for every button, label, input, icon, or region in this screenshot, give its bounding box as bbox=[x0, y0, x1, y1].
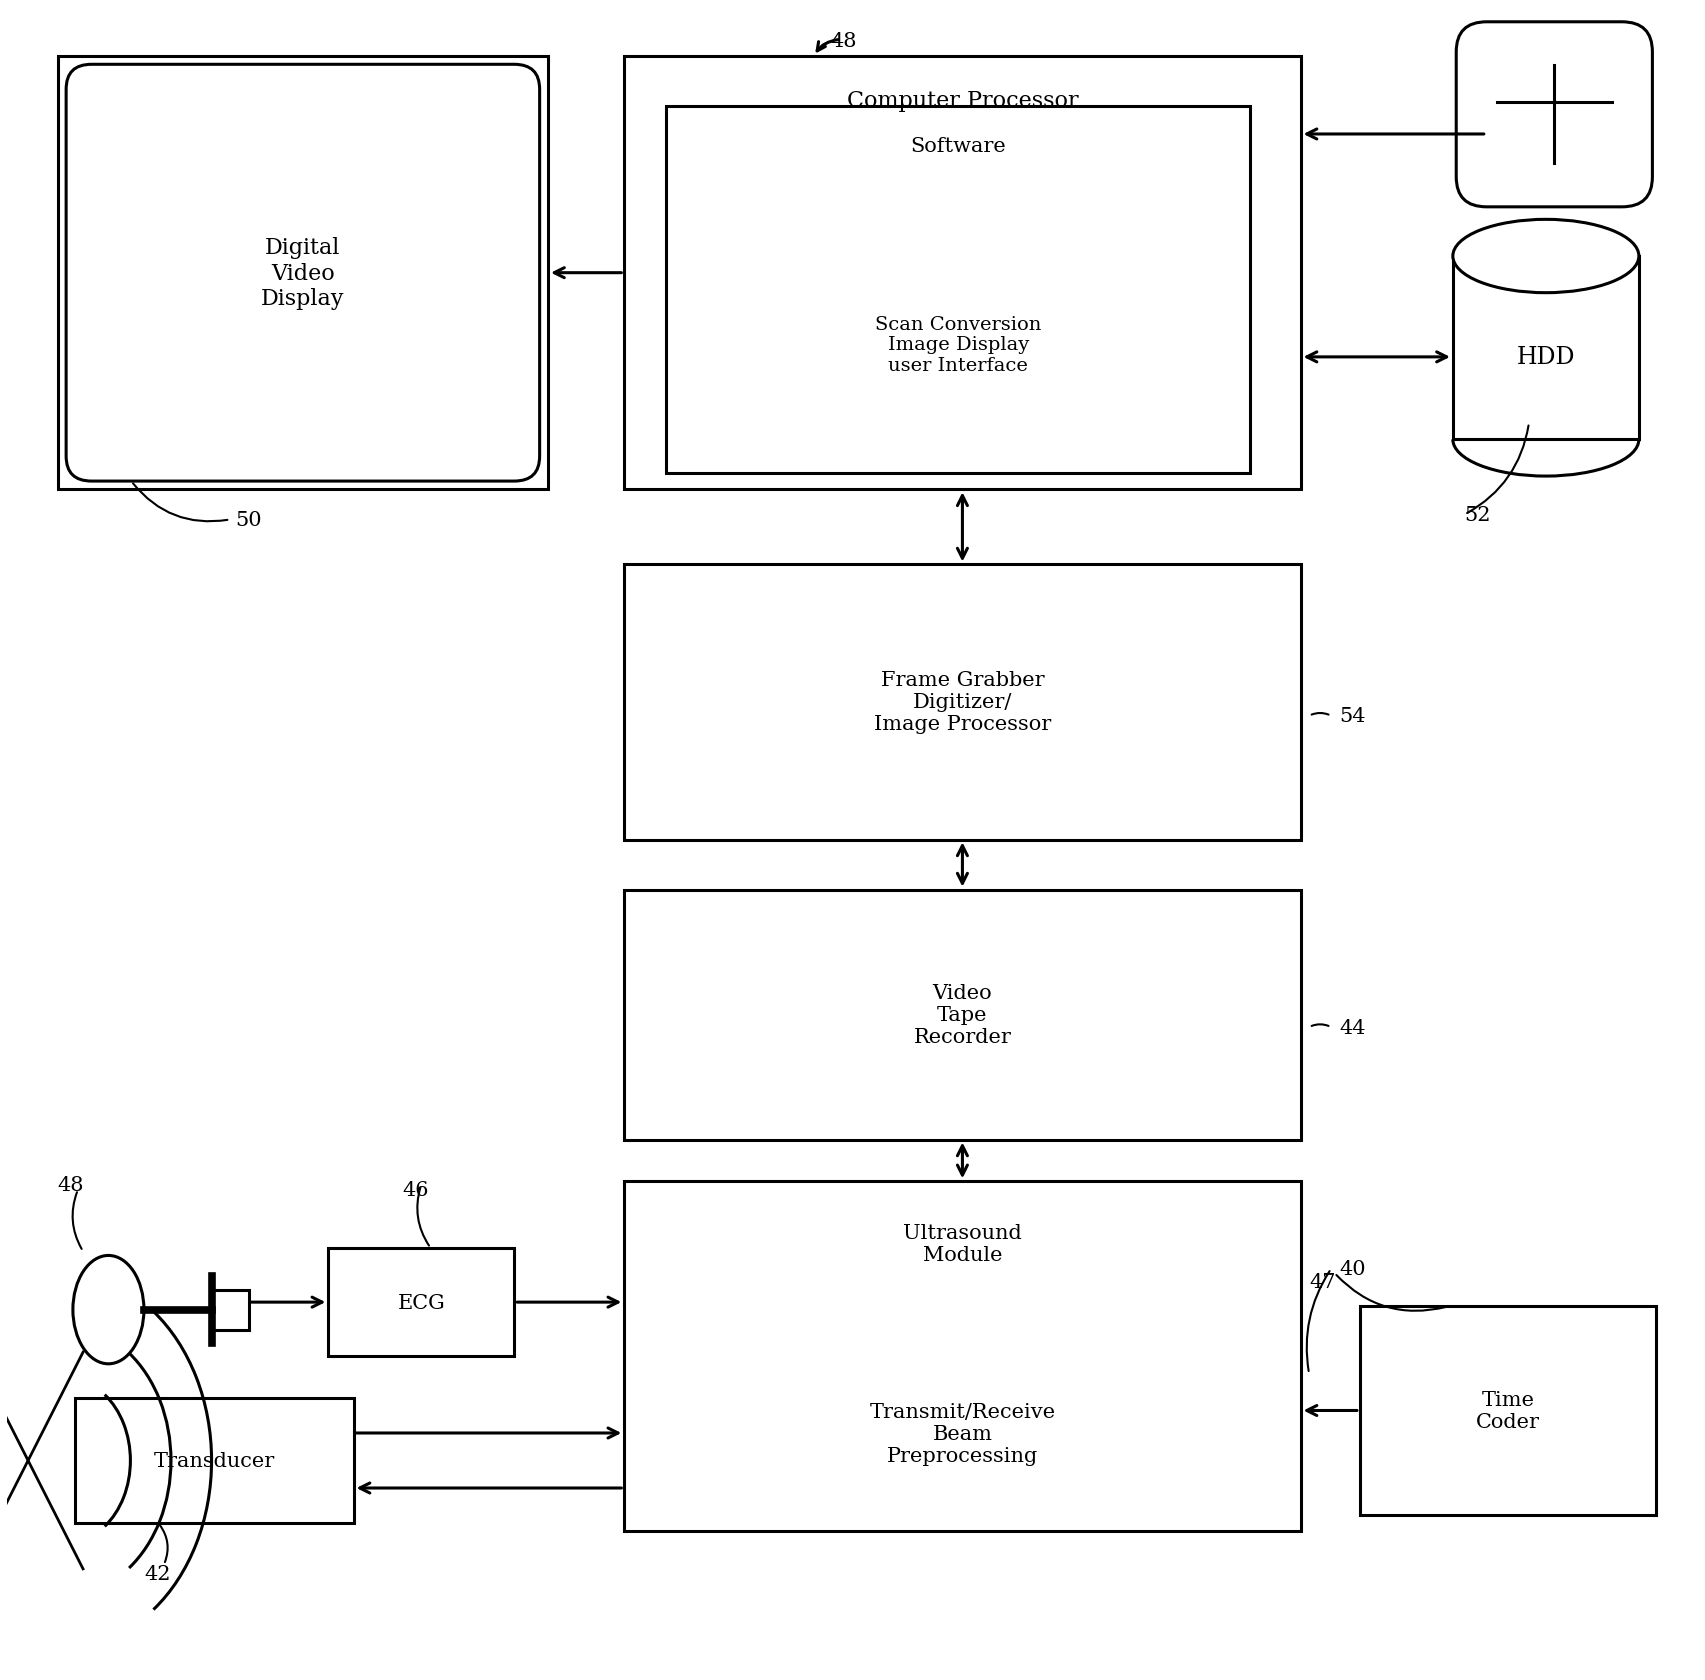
Text: 40: 40 bbox=[1340, 1260, 1366, 1278]
Text: Scan Conversion
Image Display
user Interface: Scan Conversion Image Display user Inter… bbox=[875, 316, 1042, 375]
Bar bbox=[624, 57, 1301, 491]
Bar bbox=[1453, 257, 1639, 440]
Text: Transducer: Transducer bbox=[153, 1452, 275, 1470]
Bar bbox=[75, 1398, 353, 1524]
Bar bbox=[211, 1290, 249, 1331]
Text: 47: 47 bbox=[1309, 1272, 1335, 1290]
FancyBboxPatch shape bbox=[66, 66, 540, 482]
Text: 52: 52 bbox=[1465, 506, 1492, 524]
Text: Video
Tape
Recorder: Video Tape Recorder bbox=[914, 983, 1011, 1047]
Text: Time
Coder: Time Coder bbox=[1477, 1389, 1540, 1431]
Text: 48: 48 bbox=[830, 32, 858, 50]
FancyBboxPatch shape bbox=[1456, 24, 1652, 208]
Bar bbox=[1361, 1307, 1656, 1515]
Text: 42: 42 bbox=[145, 1564, 170, 1583]
Text: Ultrasound
Module: Ultrasound Module bbox=[904, 1223, 1021, 1263]
Text: ECG: ECG bbox=[397, 1294, 445, 1312]
Bar bbox=[58, 57, 547, 491]
Ellipse shape bbox=[1453, 220, 1639, 294]
Text: Software: Software bbox=[910, 136, 1006, 156]
Bar bbox=[624, 1181, 1301, 1532]
Text: 44: 44 bbox=[1340, 1018, 1366, 1037]
Bar bbox=[329, 1248, 515, 1356]
Bar bbox=[667, 108, 1250, 474]
Text: 48: 48 bbox=[58, 1176, 84, 1194]
Text: Digital
Video
Display: Digital Video Display bbox=[261, 237, 344, 309]
Text: Frame Grabber
Digitizer/
Image Processor: Frame Grabber Digitizer/ Image Processor bbox=[873, 670, 1050, 734]
Text: 46: 46 bbox=[402, 1181, 430, 1200]
Text: Computer Processor: Computer Processor bbox=[847, 91, 1078, 113]
Ellipse shape bbox=[73, 1255, 143, 1364]
Text: 50: 50 bbox=[235, 511, 263, 529]
Bar bbox=[624, 890, 1301, 1141]
Text: HDD: HDD bbox=[1517, 346, 1575, 370]
Text: Transmit/Receive
Beam
Preprocessing: Transmit/Receive Beam Preprocessing bbox=[870, 1403, 1055, 1465]
Bar bbox=[624, 564, 1301, 840]
Text: 54: 54 bbox=[1340, 707, 1366, 726]
